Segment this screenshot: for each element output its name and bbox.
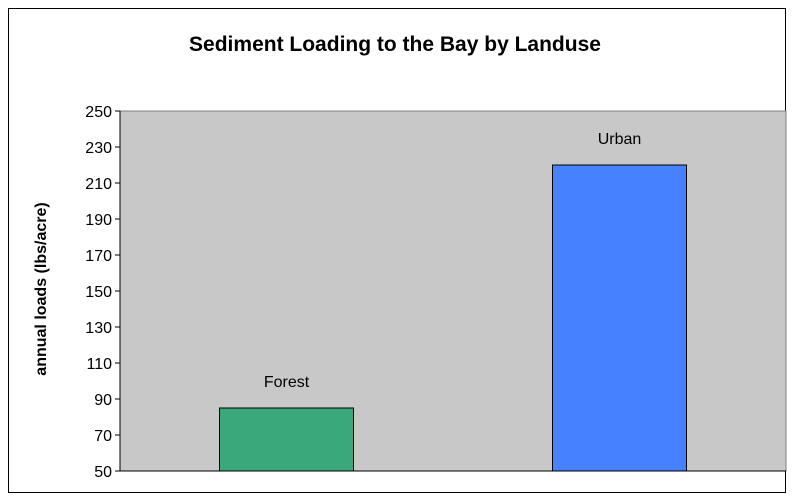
- chart-title: Sediment Loading to the Bay by Landuse: [189, 33, 601, 56]
- y-tick-label: 70: [94, 428, 112, 445]
- y-tick-label: 250: [85, 104, 112, 121]
- y-tick-label: 90: [94, 392, 112, 409]
- bar-label-urban: Urban: [598, 131, 642, 148]
- y-axis-label: annual loads (lbs/acre): [33, 202, 50, 375]
- y-tick-label: 50: [94, 464, 112, 481]
- bar-label-forest: Forest: [264, 374, 310, 391]
- y-tick-label: 170: [85, 248, 112, 265]
- y-tick-label: 190: [85, 212, 112, 229]
- bars: Forest Urban: [219, 131, 687, 472]
- y-tick-label: 210: [85, 176, 112, 193]
- y-tick-label: 230: [85, 140, 112, 157]
- y-tick-label: 130: [85, 320, 112, 337]
- bar-forest: [219, 407, 354, 472]
- y-tick-label: 110: [86, 356, 112, 373]
- y-tick-label: 150: [85, 284, 112, 301]
- bar-urban: [552, 164, 687, 472]
- y-axis: 50 70 90 110 130 150 170 190 210 230 250: [85, 104, 121, 481]
